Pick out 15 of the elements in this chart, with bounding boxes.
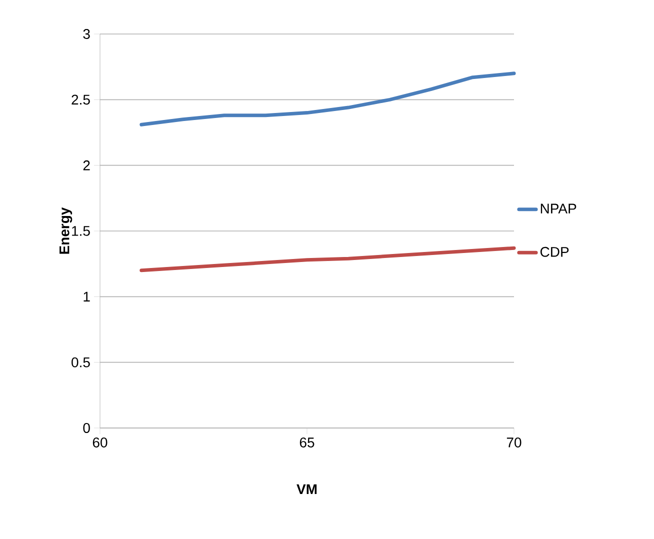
x-tick-label: 60: [92, 438, 108, 448]
y-tick-label: 1: [84, 292, 90, 302]
x-axis-title: VM: [296, 484, 317, 494]
y-tick-label: 1.5: [72, 226, 90, 236]
x-tick-label: 65: [300, 438, 314, 448]
y-tick-label: 0: [83, 423, 90, 433]
y-tick-label: 0.5: [72, 357, 90, 368]
y-tick-label: 3: [83, 29, 90, 39]
y-tick-label: 2.5: [72, 94, 90, 105]
legend-label: CDP: [540, 246, 569, 257]
y-tick-label: 2: [83, 160, 90, 170]
y-axis-title: Energy: [60, 207, 72, 254]
legend-label: NPAP: [540, 204, 576, 214]
x-tick-label: 70: [506, 438, 522, 448]
line-series: [140, 72, 516, 126]
